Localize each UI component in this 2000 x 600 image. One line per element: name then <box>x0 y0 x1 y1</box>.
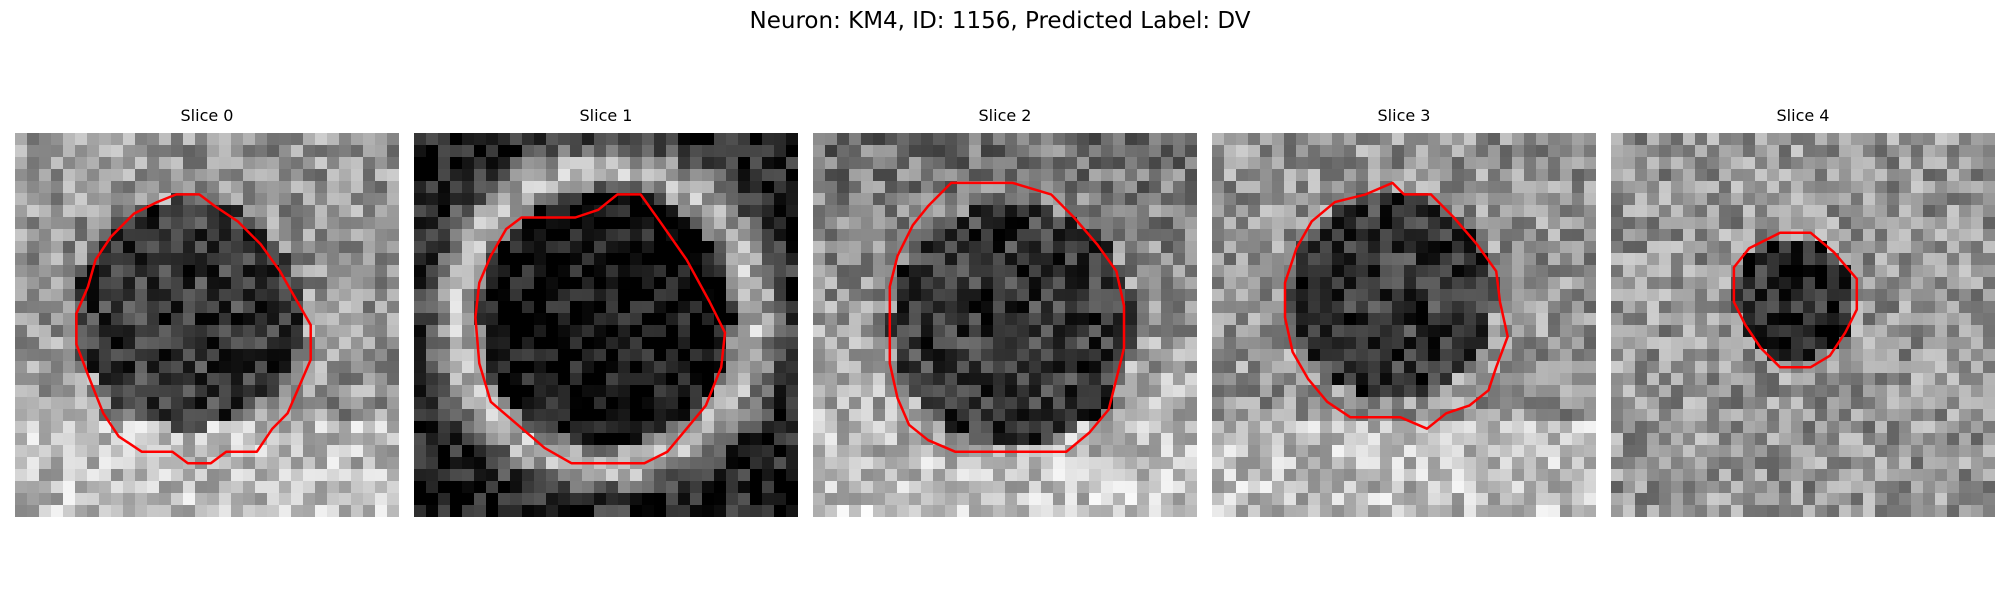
roi-contour <box>1283 181 1509 430</box>
figure-title: Neuron: KM4, ID: 1156, Predicted Label: … <box>749 8 1251 34</box>
slice-image <box>414 133 798 517</box>
slice-svg <box>813 133 1197 517</box>
slice-title: Slice 0 <box>180 106 234 125</box>
slice-title: Slice 3 <box>1377 106 1431 125</box>
slice-svg <box>1611 133 1995 517</box>
roi-contour <box>888 181 1126 453</box>
roi-contour <box>75 193 312 465</box>
roi-contour <box>474 193 727 465</box>
roi-contour <box>1732 231 1859 369</box>
slice-svg <box>414 133 798 517</box>
slice-title: Slice 4 <box>1776 106 1830 125</box>
slice-title: Slice 1 <box>579 106 633 125</box>
slice-image <box>813 133 1197 517</box>
slice-svg <box>15 133 399 517</box>
slice-title: Slice 2 <box>978 106 1032 125</box>
slice-image <box>1611 133 1995 517</box>
slice-svg <box>1212 133 1596 517</box>
slice-image <box>1212 133 1596 517</box>
slice-image <box>15 133 399 517</box>
